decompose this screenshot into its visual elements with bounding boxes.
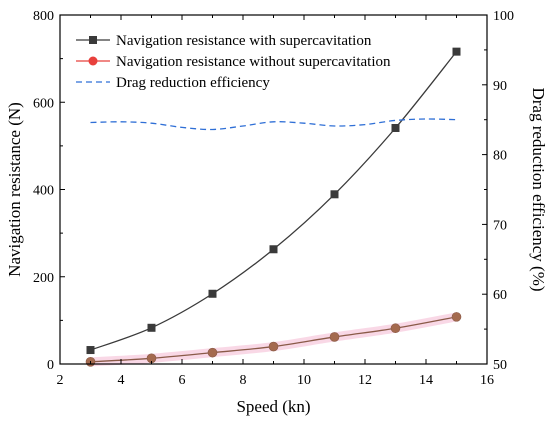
x-tick-label: 16 bbox=[480, 373, 494, 388]
y-tick-label: 200 bbox=[33, 271, 54, 286]
series-line bbox=[90, 118, 457, 131]
y-tick-label: 0 bbox=[47, 358, 54, 373]
x-tick-label: 4 bbox=[118, 373, 125, 388]
data-point bbox=[451, 312, 462, 322]
data-point bbox=[452, 47, 461, 56]
y-axis-title: Navigation resistance (N) bbox=[5, 102, 24, 277]
data-point bbox=[208, 289, 217, 298]
y2-tick-label: 70 bbox=[493, 218, 507, 233]
legend-label: Drag reduction efficiency bbox=[116, 75, 270, 91]
x-tick-label: 14 bbox=[419, 373, 433, 388]
y-tick-label: 400 bbox=[33, 184, 54, 199]
data-point bbox=[269, 245, 278, 254]
x-tick-label: 10 bbox=[297, 373, 311, 388]
data-point bbox=[329, 332, 340, 342]
data-point bbox=[390, 323, 401, 334]
y-tick-label: 800 bbox=[33, 9, 54, 24]
series-line-halo bbox=[86, 312, 461, 367]
series-0 bbox=[86, 47, 461, 355]
y-tick-label: 600 bbox=[33, 96, 54, 111]
axes: 2 4 6 8 10 12 14 16 0 200 400 600 800 50 60 70 80 90 100 bbox=[33, 9, 514, 388]
x-tick-label: 2 bbox=[57, 373, 64, 388]
data-point bbox=[330, 190, 339, 199]
series-2 bbox=[90, 118, 457, 131]
plot-area bbox=[85, 47, 462, 367]
x-tick-label: 6 bbox=[179, 373, 186, 388]
series-1 bbox=[85, 312, 462, 367]
y2-axis-title: Drag reduction efficiency (%) bbox=[529, 87, 548, 291]
x-axis-title: Speed (kn) bbox=[236, 397, 310, 416]
series-line bbox=[90, 51, 458, 351]
y2-tick-label: 60 bbox=[493, 288, 507, 303]
y2-tick-label: 80 bbox=[493, 149, 507, 164]
data-point bbox=[391, 123, 400, 132]
legend-marker bbox=[89, 36, 97, 44]
y2-tick-label: 50 bbox=[493, 358, 507, 373]
legend-label: Navigation resistance with supercavitati… bbox=[116, 33, 372, 49]
legend-marker bbox=[88, 56, 98, 66]
legend: Navigation resistance with supercavitati… bbox=[76, 33, 391, 91]
legend-label: Navigation resistance without supercavit… bbox=[116, 54, 391, 70]
data-point bbox=[268, 341, 279, 352]
x-tick-label: 8 bbox=[240, 373, 247, 388]
data-point bbox=[86, 346, 95, 355]
data-point bbox=[207, 347, 218, 358]
x-tick-label: 12 bbox=[358, 373, 372, 388]
y2-tick-label: 100 bbox=[493, 9, 514, 24]
data-point bbox=[147, 323, 156, 332]
y2-tick-label: 90 bbox=[493, 79, 507, 94]
